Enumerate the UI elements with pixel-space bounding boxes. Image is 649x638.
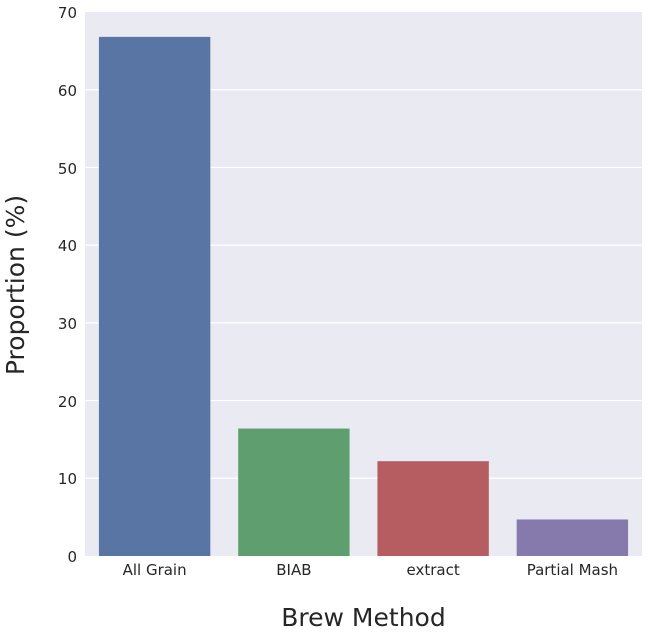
x-tick-labels: All Grain BIAB extract Partial Mash bbox=[123, 561, 619, 579]
y-tick-label: 60 bbox=[58, 82, 77, 100]
bar-partial-mash bbox=[516, 519, 629, 556]
y-tick-label: 50 bbox=[58, 160, 77, 178]
y-tick-labels: 0 10 20 30 40 50 60 70 bbox=[58, 4, 77, 566]
x-tick-label: Partial Mash bbox=[527, 561, 618, 579]
y-tick-label: 20 bbox=[58, 393, 77, 411]
y-tick-label: 30 bbox=[58, 315, 77, 333]
bar-all-grain bbox=[98, 36, 211, 556]
y-axis-label: Proportion (%) bbox=[1, 195, 30, 375]
x-tick-label: extract bbox=[406, 561, 459, 579]
y-tick-label: 70 bbox=[58, 4, 77, 22]
y-tick-label: 10 bbox=[58, 470, 77, 488]
y-tick-label: 40 bbox=[58, 237, 77, 255]
x-tick-label: All Grain bbox=[123, 561, 187, 579]
bars bbox=[98, 36, 629, 556]
y-tick-label: 0 bbox=[67, 548, 77, 566]
bar-extract bbox=[377, 461, 489, 556]
bar-biab bbox=[238, 428, 350, 556]
x-axis-label: Brew Method bbox=[281, 603, 445, 632]
x-tick-label: BIAB bbox=[276, 561, 311, 579]
